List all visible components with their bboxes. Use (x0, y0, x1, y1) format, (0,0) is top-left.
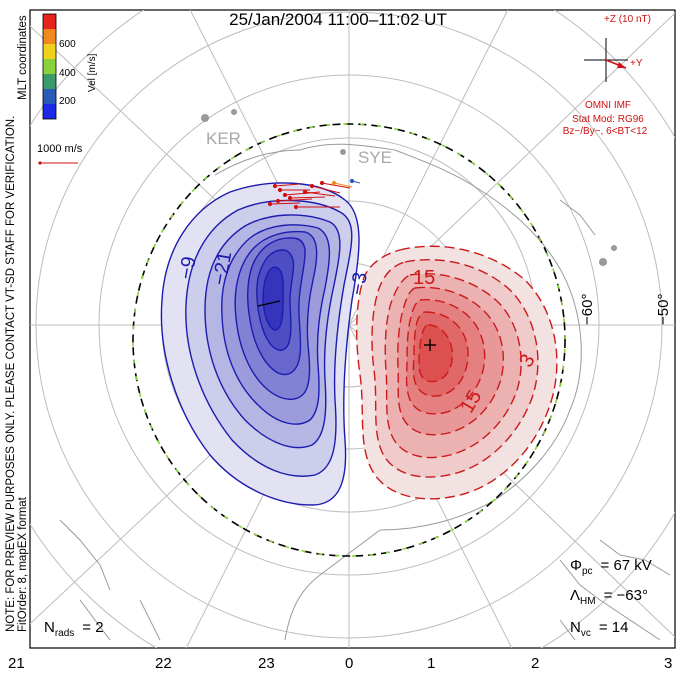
positive-max-marker (424, 339, 436, 351)
stat-phi: Φpc = 67 kV (570, 557, 652, 577)
imf-clock (584, 38, 628, 82)
nrads-symbol: N (44, 619, 55, 636)
plot-title: 25/Jan/2004 11:00–11:02 UT (229, 10, 447, 29)
vector-scale-label: 1000 m/s (37, 143, 83, 155)
mlt-label-23: 23 (258, 655, 275, 672)
nvc-value: = 14 (599, 619, 629, 636)
lat-label-60: −60° (579, 294, 596, 325)
imf-source: OMNI IMF (585, 100, 631, 111)
svg-text:Nrads= 2: Nrads = 2 (44, 619, 104, 639)
hm-boundary (132, 123, 566, 557)
phi-symbol: Φ (570, 557, 582, 574)
contour-label-pos-15-top: 15 (413, 267, 435, 289)
contour-label-neg-3: −3 (346, 271, 372, 297)
velocity-vectors-blue (349, 178, 361, 184)
colorbar-swatch (43, 74, 56, 89)
colorbar-swatch (43, 44, 56, 59)
nvc-symbol: N (570, 619, 581, 636)
mlt-label-3: 3 (664, 655, 672, 672)
imf-bin: Bz−/By−, 6<BT<12 (563, 126, 648, 137)
colorbar-swatch (43, 14, 56, 29)
mlt-label-22: 22 (155, 655, 172, 672)
colorbar-label: Vel [m/s] (87, 53, 98, 92)
svg-text:ΛHM= −63°: ΛHM = −63° (570, 587, 648, 607)
nrads-subscript: rads (55, 628, 74, 639)
colorbar-tick-200: 200 (59, 96, 76, 107)
mlt-label-1: 1 (427, 655, 435, 672)
phi-subscript: pc (582, 566, 593, 577)
islands (201, 109, 617, 266)
nvc-subscript: vc (581, 628, 591, 639)
fit-order-note: FitOrder: 8, mapEX format (17, 496, 29, 632)
phi-value: = 67 kV (601, 557, 652, 574)
velocity-vectors (267, 180, 351, 210)
velocity-colorbar (42, 13, 57, 120)
mlt-label-0: 0 (345, 655, 353, 672)
colorbar-swatch (43, 89, 56, 104)
colorbar-tick-400: 400 (59, 68, 76, 79)
svg-text:Nvc= 14: Nvc = 14 (570, 619, 628, 639)
negative-min-marker (257, 300, 281, 307)
imf-y-label: +Y (630, 58, 643, 69)
vector-scale-arrow (38, 161, 78, 165)
preview-note: NOTE: FOR PREVIEW PURPOSES ONLY. PLEASE … (5, 116, 17, 632)
lat-label-50: −50° (655, 294, 672, 325)
colorbar-swatch (43, 104, 56, 119)
lambda-subscript: HM (580, 596, 596, 607)
mlt-label-21: 21 (8, 655, 25, 672)
coordinate-label: MLT coordinates (17, 15, 29, 100)
positive-potential-cell (356, 245, 558, 500)
stat-lambda: ΛHM = −63° (570, 587, 648, 607)
lambda-value: = −63° (604, 587, 648, 604)
svg-text:Φpc= 67 kV: Φpc = 67 kV (570, 557, 652, 577)
stat-nrads: Nrads = 2 (44, 619, 104, 639)
imf-z-label: +Z (10 nT) (604, 14, 651, 25)
colorbar-swatch (43, 29, 56, 44)
velocity-vectors-low (331, 180, 353, 188)
station-label-ker: KER (206, 129, 241, 148)
mlt-label-2: 2 (531, 655, 539, 672)
lambda-symbol: Λ (570, 587, 580, 604)
stat-nvc: Nvc = 14 (570, 619, 628, 639)
negative-potential-cell (160, 182, 360, 506)
station-label-sye: SYE (358, 148, 392, 167)
nrads-value: = 2 (82, 619, 103, 636)
contour-label-neg-9: −9 (175, 255, 201, 281)
imf-model: Stat Mod: RG96 (572, 114, 644, 125)
colorbar-tick-600: 600 (59, 39, 76, 50)
colorbar-swatch (43, 59, 56, 74)
